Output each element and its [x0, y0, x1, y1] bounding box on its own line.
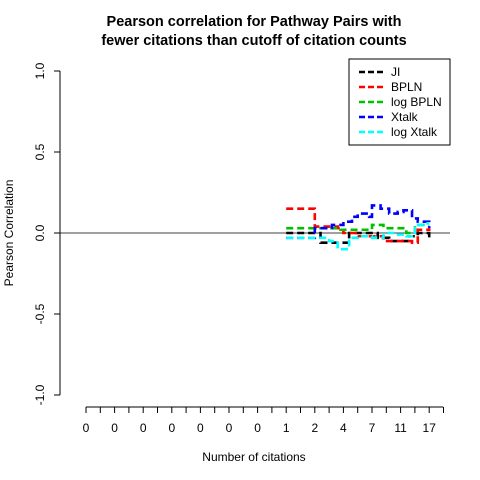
- legend-label-bpln: BPLN: [391, 80, 422, 94]
- y-tick-label: 0.0: [33, 224, 47, 241]
- series-line-bpln: [286, 207, 431, 245]
- legend-label-xtalk: Xtalk: [391, 110, 419, 124]
- y-axis-label: Pearson Correlation: [2, 180, 16, 287]
- chart-title-line-2: fewer citations than cutoff of citation …: [101, 33, 406, 49]
- x-tick-label: 0: [197, 421, 204, 435]
- x-tick-label: 2: [311, 421, 318, 435]
- x-tick-label: 11: [394, 421, 407, 435]
- x-tick-label: 0: [83, 421, 90, 435]
- x-tick-label: 0: [111, 421, 118, 435]
- y-axis: -1.0 -0.5 0.0 0.5 1.0: [33, 62, 61, 405]
- legend-label-ji: JI: [391, 65, 400, 79]
- y-tick-label: 1.0: [33, 62, 47, 79]
- series-line-xtalk: [286, 204, 431, 240]
- legend-label-log-xtalk: log Xtalk: [391, 125, 438, 139]
- x-tick-label: 0: [168, 421, 175, 435]
- x-axis: 0 0 0 0 0 0 0 1 2 4 7 11 17: [83, 406, 444, 435]
- x-tick-label: 0: [254, 421, 261, 435]
- x-tick-label: 17: [423, 421, 437, 435]
- x-tick-label: 0: [226, 421, 233, 435]
- x-tick-label: 1: [283, 421, 290, 435]
- series-line-log-xtalk: [286, 221, 430, 251]
- x-axis-label: Number of citations: [202, 450, 305, 464]
- y-tick-label: -1.0: [33, 384, 47, 405]
- chart-title-line-1: Pearson correlation for Pathway Pairs wi…: [107, 14, 402, 30]
- y-tick-label: 0.5: [33, 143, 47, 160]
- x-tick-label: 4: [340, 421, 347, 435]
- series-layer: [286, 204, 431, 251]
- legend-box: [348, 58, 451, 146]
- x-tick-label: 0: [140, 421, 147, 435]
- x-tick-label: 7: [369, 421, 376, 435]
- y-tick-label: -0.5: [33, 303, 47, 324]
- legend-label-log-bpln: log BPLN: [391, 95, 442, 109]
